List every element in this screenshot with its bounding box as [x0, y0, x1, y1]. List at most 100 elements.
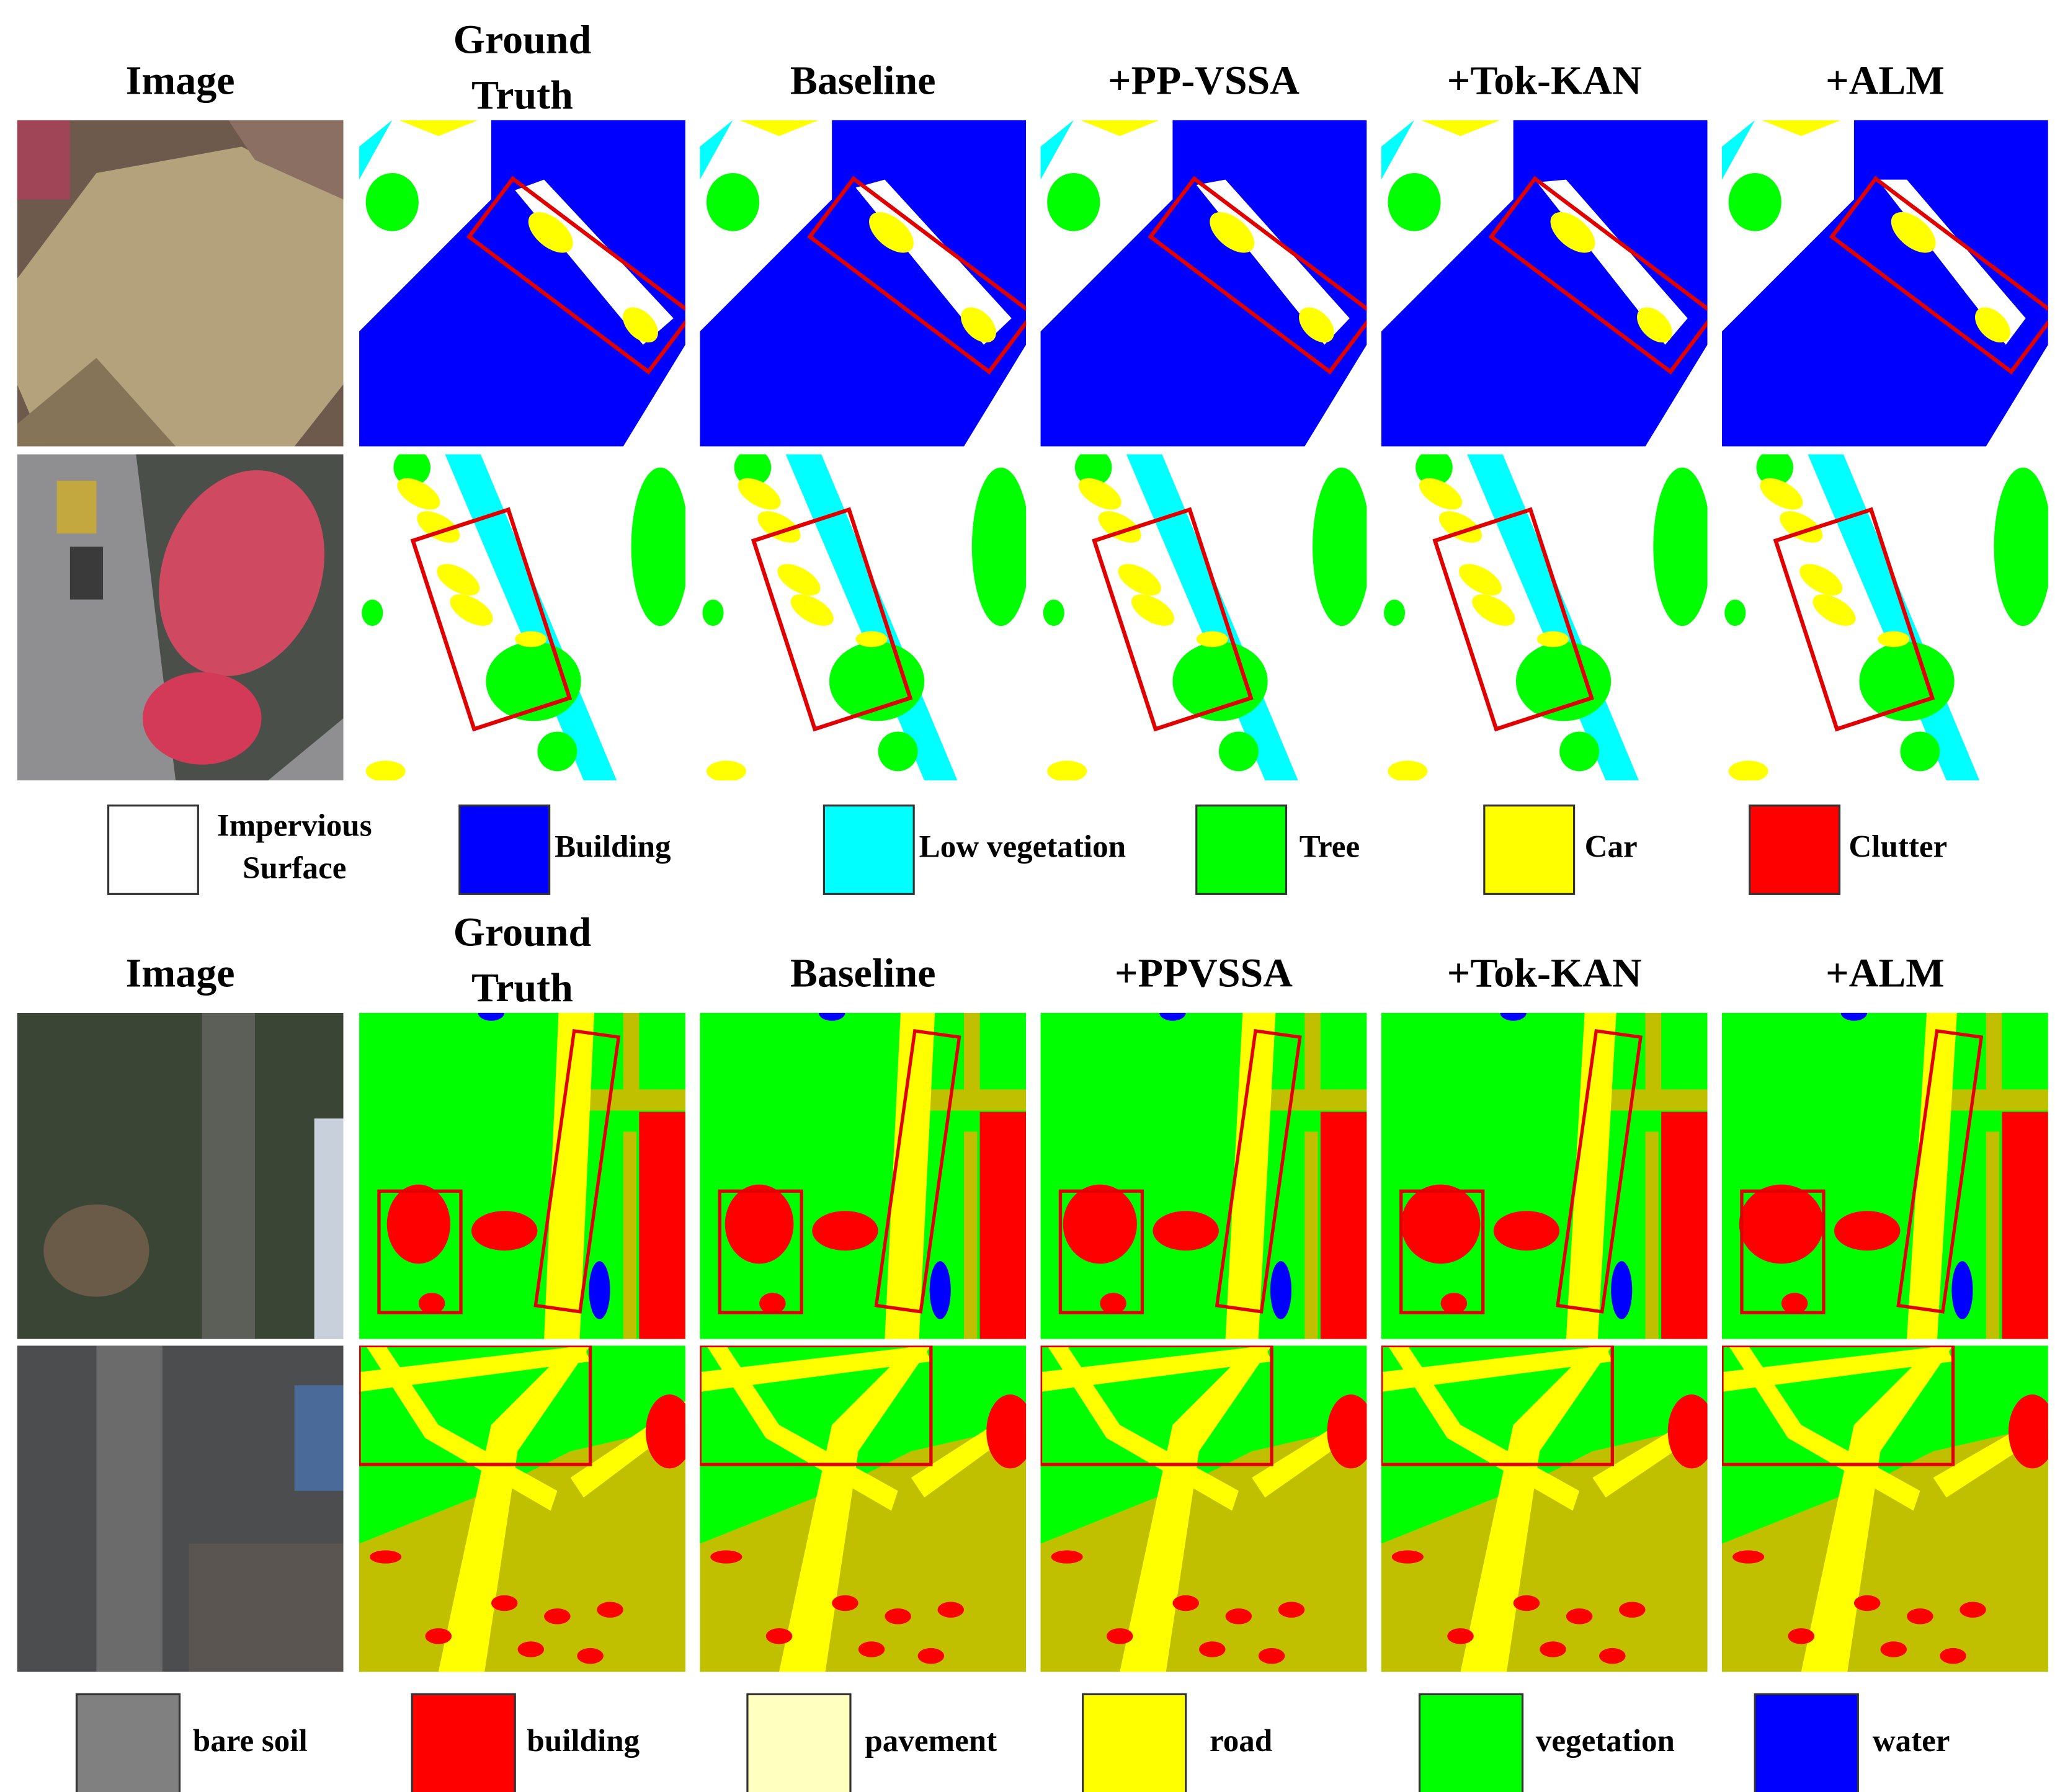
region [1058, 1189, 1144, 1314]
region [1092, 507, 1254, 732]
region [1043, 599, 1064, 626]
region [1728, 1345, 1920, 1511]
region [1722, 120, 1755, 180]
panel-content [1722, 454, 2048, 781]
panel-content [1722, 1012, 2048, 1339]
region [1756, 454, 1793, 486]
region [1131, 594, 1175, 626]
region [1225, 1608, 1252, 1625]
panel-content [359, 120, 685, 447]
legend-swatch [823, 805, 915, 895]
region [398, 120, 478, 136]
legend-label: water [1873, 1723, 1950, 1759]
legend-swatch [458, 805, 551, 895]
region [1225, 1012, 1276, 1339]
legend-swatch [1754, 1693, 1859, 1792]
region [437, 564, 480, 595]
panel-content [1381, 1345, 1708, 1672]
region [1853, 1595, 1881, 1611]
legend-swatch [107, 805, 199, 895]
region [417, 511, 460, 543]
panel-content [1040, 120, 1367, 447]
region [1907, 1012, 1957, 1339]
region [1047, 172, 1100, 231]
region [359, 120, 393, 180]
region [1907, 1608, 1933, 1625]
region [1196, 631, 1228, 648]
region [1556, 1028, 1643, 1314]
region [1381, 120, 1414, 180]
panel-content [1381, 454, 1708, 781]
region [1419, 478, 1463, 510]
region [1488, 176, 1708, 375]
legend-label: Car [1585, 829, 1638, 865]
region [1780, 511, 1823, 543]
region [929, 1261, 951, 1319]
region [1500, 1012, 1527, 1021]
region [478, 1012, 505, 1021]
region [623, 1012, 640, 1105]
region [450, 594, 493, 626]
region [1880, 1641, 1907, 1657]
panel-content [359, 454, 685, 781]
region [1063, 1184, 1137, 1264]
panel-content [1722, 1345, 2048, 1672]
region [1258, 1647, 1285, 1664]
region [1788, 1628, 1815, 1644]
region [1270, 1261, 1292, 1319]
region [1388, 760, 1428, 781]
region [515, 631, 547, 648]
region [362, 599, 383, 626]
panel-content [1040, 1012, 1367, 1339]
region [1493, 1211, 1560, 1251]
region [1040, 1345, 1272, 1392]
region [577, 1647, 604, 1664]
region [294, 1385, 344, 1491]
region [1722, 1345, 1953, 1392]
region [17, 1012, 344, 1339]
legend-label: Building [555, 829, 671, 865]
panel-content [1040, 454, 1367, 781]
region [142, 672, 262, 765]
region [1732, 1550, 1765, 1564]
segmentation-map [359, 1345, 685, 1672]
segmentation-map [359, 1012, 685, 1339]
region [466, 176, 685, 375]
region [1781, 1293, 1808, 1314]
region [718, 1189, 803, 1314]
legend-swatch [75, 1693, 181, 1792]
panel-content [1722, 120, 2048, 447]
segmentation-map [1040, 454, 1367, 781]
column-header: Truth [471, 965, 573, 1010]
region [1100, 1293, 1126, 1314]
segmentation-map [359, 454, 685, 781]
region [779, 1345, 931, 1672]
region [589, 1261, 610, 1319]
region [2008, 1394, 2048, 1469]
region [700, 120, 733, 180]
region [646, 1394, 685, 1469]
region [1661, 1112, 1708, 1339]
region [986, 1394, 1027, 1469]
region [1388, 172, 1441, 231]
region [1834, 1211, 1901, 1251]
region [1878, 631, 1910, 648]
panel-content [700, 454, 1027, 781]
region [1739, 1184, 1824, 1264]
region [1960, 1602, 1986, 1618]
region [700, 120, 1027, 447]
region [1040, 120, 1074, 180]
region [623, 307, 658, 343]
region [639, 1112, 685, 1339]
column-header: Truth [471, 73, 573, 118]
column-header: Image [126, 58, 235, 103]
panel-content [17, 1012, 344, 1339]
region [544, 1012, 594, 1339]
region [1098, 511, 1141, 543]
region [751, 507, 913, 732]
segmentation-map [1381, 1012, 1708, 1339]
region [56, 480, 97, 534]
input-image [17, 1345, 344, 1672]
segmentation-map [1722, 1012, 2048, 1339]
region [869, 212, 914, 253]
